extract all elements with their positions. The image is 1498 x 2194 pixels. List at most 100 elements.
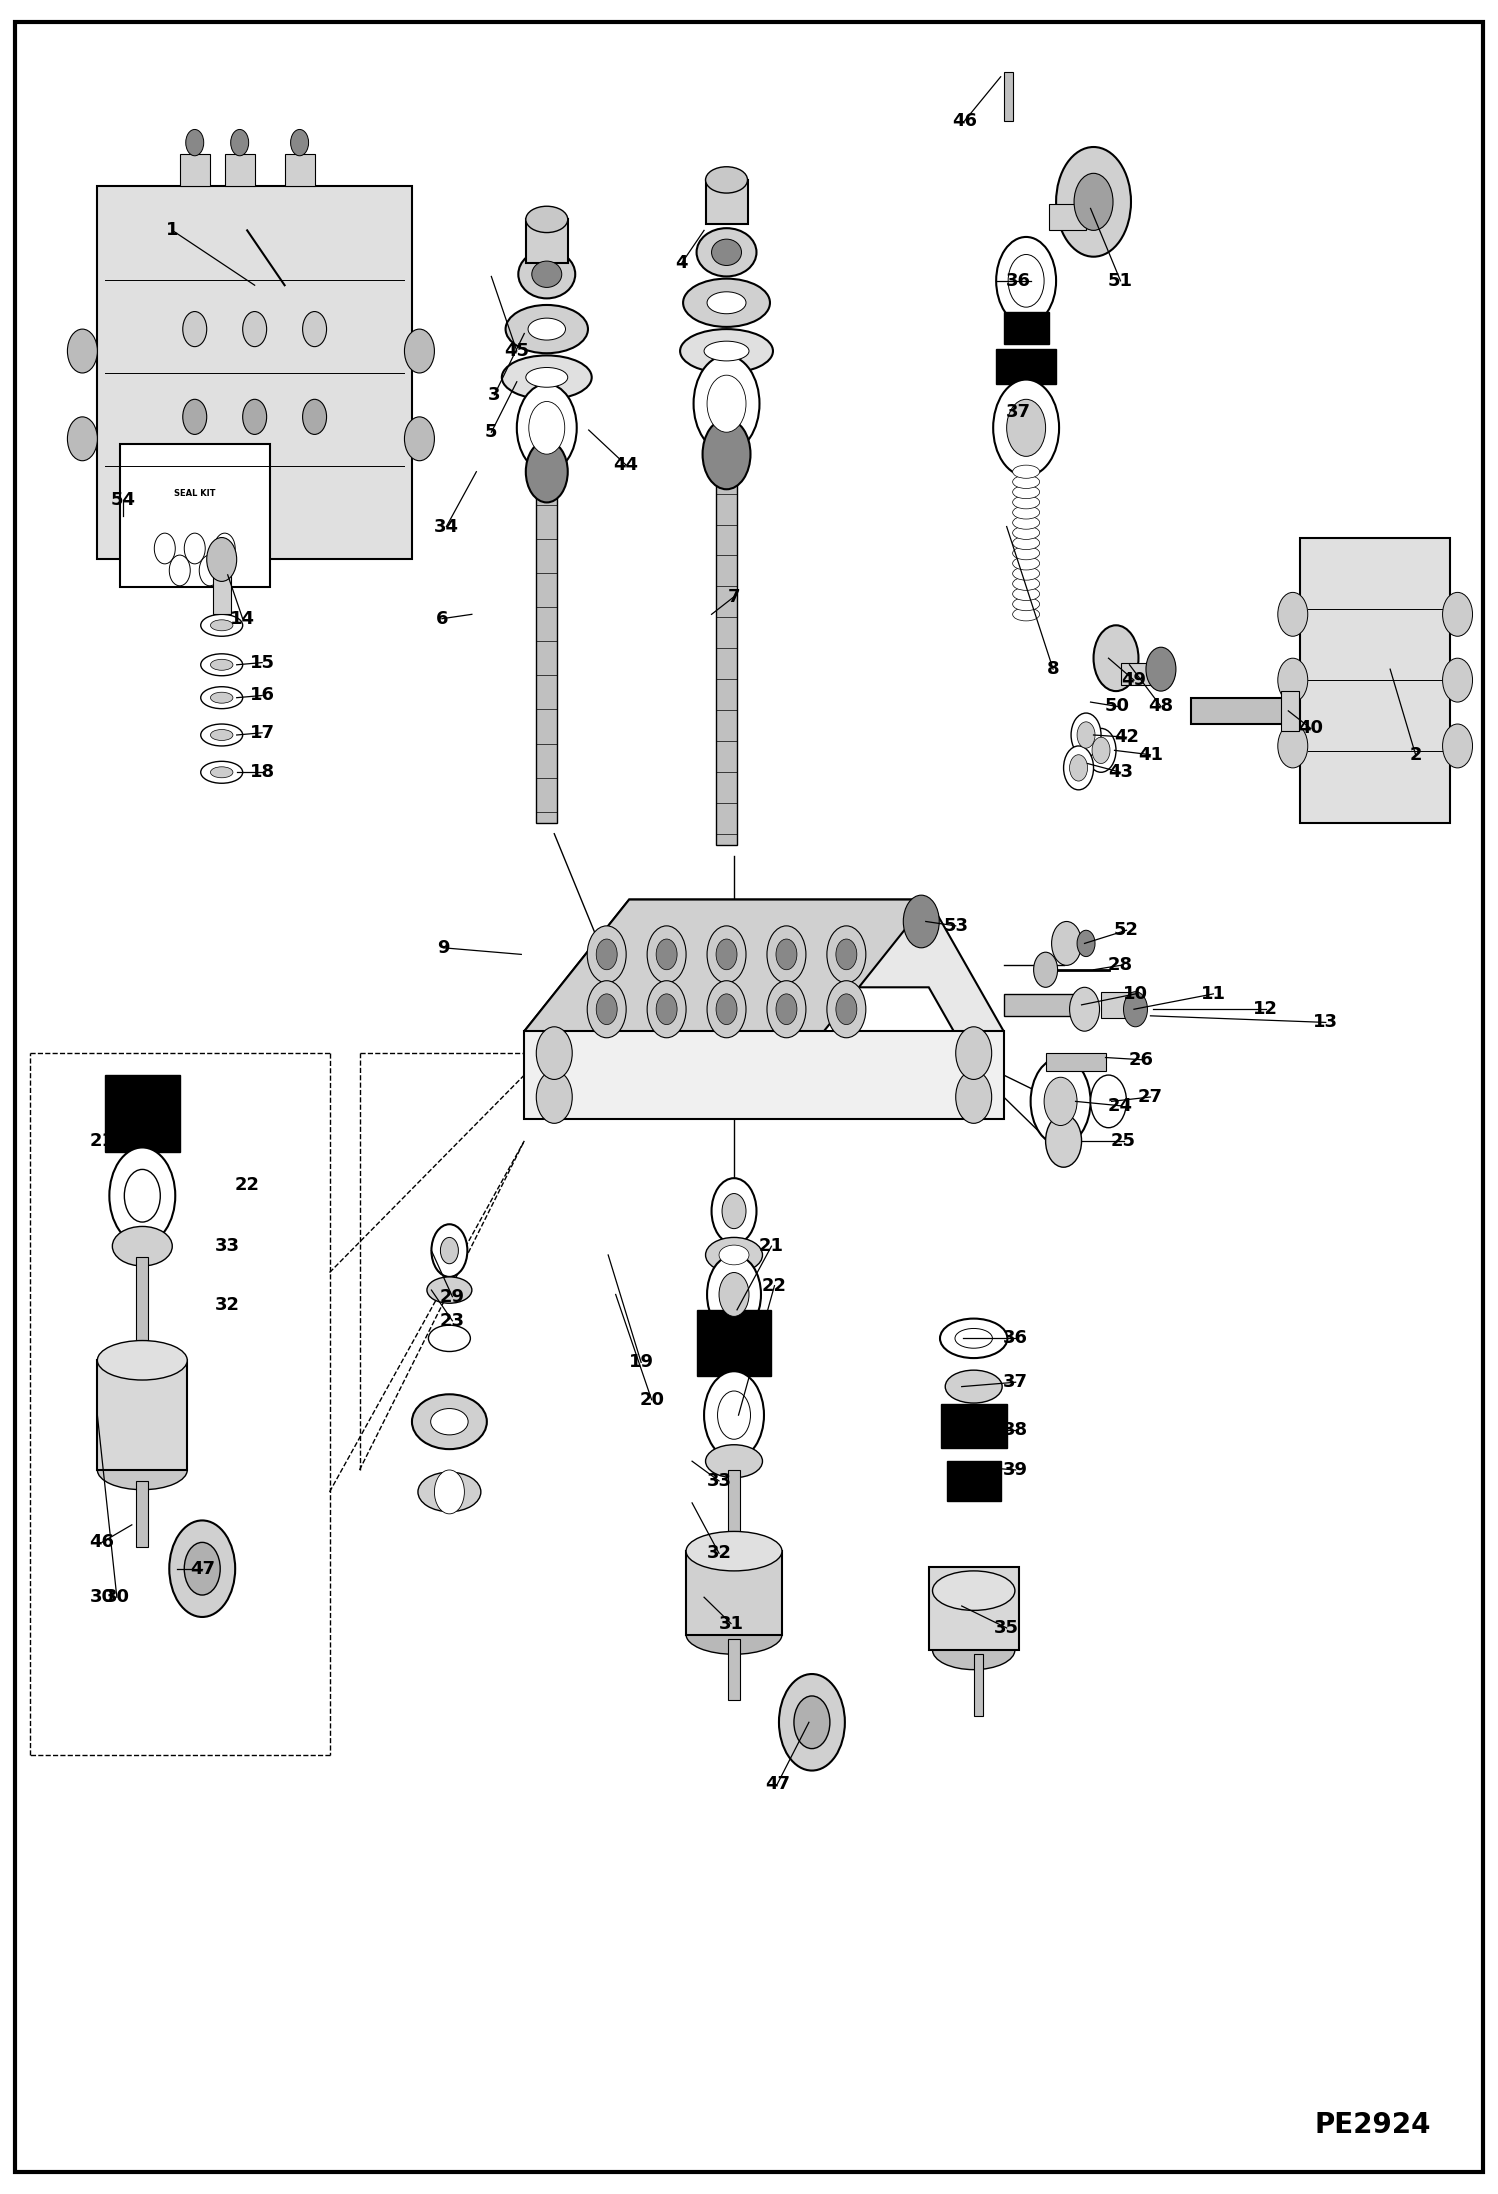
Text: 37: 37 (1007, 404, 1031, 421)
Bar (996, 349, 1056, 384)
Circle shape (1443, 724, 1473, 768)
Bar (120, 443, 270, 586)
Text: 33: 33 (707, 1472, 731, 1490)
Circle shape (836, 994, 857, 1025)
Circle shape (718, 1391, 750, 1439)
Circle shape (704, 1371, 764, 1459)
Text: 21: 21 (90, 1132, 114, 1150)
Text: 13: 13 (1314, 1014, 1338, 1031)
Circle shape (1034, 952, 1058, 987)
Ellipse shape (412, 1395, 487, 1448)
Text: 7: 7 (728, 588, 740, 606)
Text: 44: 44 (614, 456, 638, 474)
Circle shape (1056, 147, 1131, 257)
Text: 54: 54 (111, 491, 135, 509)
Circle shape (243, 399, 267, 434)
Circle shape (291, 129, 309, 156)
Circle shape (1086, 728, 1116, 772)
Text: 37: 37 (1004, 1373, 1028, 1391)
Circle shape (536, 1071, 572, 1123)
Circle shape (1278, 658, 1308, 702)
Text: 5: 5 (485, 423, 497, 441)
Text: 21: 21 (759, 1237, 783, 1255)
Circle shape (1074, 173, 1113, 230)
Circle shape (707, 981, 746, 1038)
Ellipse shape (1013, 577, 1040, 590)
Ellipse shape (201, 687, 243, 709)
Circle shape (827, 926, 866, 983)
Ellipse shape (683, 279, 770, 327)
Circle shape (1070, 755, 1088, 781)
Text: 33: 33 (216, 1237, 240, 1255)
Text: 38: 38 (1004, 1422, 1028, 1439)
Bar (1281, 691, 1299, 731)
Ellipse shape (1013, 507, 1040, 520)
Circle shape (1077, 722, 1095, 748)
Text: 30: 30 (90, 1588, 114, 1606)
Text: 36: 36 (1004, 1330, 1028, 1347)
Ellipse shape (201, 761, 243, 783)
Text: 32: 32 (707, 1545, 731, 1562)
Text: 19: 19 (629, 1354, 653, 1371)
Circle shape (169, 1520, 235, 1617)
Bar (1191, 698, 1288, 724)
Bar (536, 483, 557, 823)
Text: 30: 30 (105, 1588, 129, 1606)
Circle shape (186, 129, 204, 156)
Circle shape (1146, 647, 1176, 691)
Bar (941, 1404, 1007, 1448)
Bar (1004, 994, 1079, 1016)
Circle shape (794, 1696, 830, 1749)
Circle shape (776, 994, 797, 1025)
Circle shape (184, 1542, 220, 1595)
Text: 42: 42 (1115, 728, 1138, 746)
Circle shape (431, 1224, 467, 1277)
Circle shape (779, 1674, 845, 1771)
Ellipse shape (201, 614, 243, 636)
Ellipse shape (427, 1277, 472, 1303)
Ellipse shape (680, 329, 773, 373)
Bar (697, 1310, 771, 1376)
Ellipse shape (712, 239, 742, 265)
Circle shape (707, 1255, 761, 1334)
Circle shape (183, 312, 207, 347)
Text: 9: 9 (437, 939, 449, 957)
Circle shape (1052, 921, 1082, 965)
Text: 25: 25 (1112, 1132, 1135, 1150)
Text: 34: 34 (434, 518, 458, 535)
Text: 51: 51 (1109, 272, 1132, 290)
Text: 46: 46 (953, 112, 977, 129)
Ellipse shape (201, 724, 243, 746)
Text: 46: 46 (90, 1534, 114, 1551)
Circle shape (1031, 1058, 1091, 1145)
Bar (1049, 204, 1086, 230)
Text: 17: 17 (250, 724, 274, 742)
Circle shape (587, 926, 626, 983)
Bar (213, 566, 231, 614)
Ellipse shape (527, 318, 566, 340)
Ellipse shape (1013, 546, 1040, 559)
Text: 39: 39 (1007, 331, 1031, 349)
Ellipse shape (201, 654, 243, 676)
Circle shape (707, 926, 746, 983)
Circle shape (207, 538, 237, 581)
Circle shape (1443, 592, 1473, 636)
Ellipse shape (707, 292, 746, 314)
Ellipse shape (210, 693, 232, 702)
Bar (1101, 992, 1131, 1018)
Text: 36: 36 (1007, 272, 1031, 290)
Ellipse shape (505, 305, 589, 353)
Ellipse shape (719, 1246, 749, 1264)
Circle shape (719, 1273, 749, 1316)
Text: 16: 16 (250, 687, 274, 704)
Text: 6: 6 (436, 610, 448, 627)
Ellipse shape (518, 250, 575, 298)
Bar (1046, 1053, 1106, 1071)
Ellipse shape (706, 1237, 762, 1273)
Circle shape (996, 237, 1056, 325)
Ellipse shape (1013, 527, 1040, 540)
Bar (1121, 663, 1165, 685)
Circle shape (656, 939, 677, 970)
Circle shape (404, 329, 434, 373)
Text: 53: 53 (944, 917, 968, 935)
